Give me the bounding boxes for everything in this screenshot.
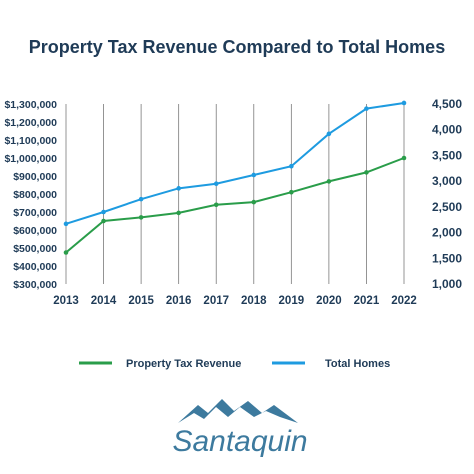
chart-svg: $300,000 $400,000 $500,000 $600,000 $700,000… (4, 97, 462, 370)
x-tick-label: 2014 (91, 295, 117, 307)
logo-text: Santaquin (172, 425, 307, 458)
total-homes-point (138, 196, 144, 202)
left-tick-label: $1,100,000 (4, 135, 57, 147)
total-homes-point (101, 209, 106, 215)
x-tick-label: 2021 (354, 295, 380, 307)
grid-lines (65, 104, 405, 284)
left-tick-label: $1,300,000 (4, 99, 57, 111)
legend: Property Tax Revenue Total Homes (79, 358, 390, 370)
left-tick-label: $400,000 (13, 261, 57, 273)
total-homes-point (364, 106, 369, 111)
legend-label: Total Homes (325, 358, 390, 370)
total-homes-point (63, 221, 69, 227)
property-tax-line (65, 157, 405, 254)
left-tick-label: $500,000 (13, 243, 57, 255)
total-homes-point (213, 181, 219, 187)
right-tick-label: 3,500 (432, 148, 462, 162)
total-homes-line (65, 101, 405, 225)
series-group (63, 100, 407, 255)
legend-label: Property Tax Revenue (126, 358, 241, 370)
x-tick-label: 2015 (128, 295, 154, 307)
property-tax-point (101, 218, 106, 224)
right-tick-label: 1,500 (432, 251, 462, 265)
x-tick-label: 2020 (316, 295, 342, 307)
x-tick-label: 2013 (53, 295, 79, 307)
x-tick-label: 2018 (241, 295, 267, 307)
left-tick-label: $700,000 (13, 207, 57, 219)
property-tax-point (326, 179, 332, 184)
left-tick-label: $300,000 (13, 279, 57, 291)
left-tick-label: $900,000 (13, 171, 57, 183)
left-tick-label: $600,000 (13, 225, 57, 237)
x-tick-label: 2016 (166, 295, 192, 307)
property-tax-point (138, 215, 144, 220)
x-tick-label: 2019 (279, 295, 305, 307)
left-axis: $300,000 $400,000 $500,000 $600,000 $700,000… (4, 99, 57, 291)
x-tick-label: 2022 (391, 295, 417, 307)
left-tick-label: $1,000,000 (4, 153, 57, 165)
property-tax-point (63, 250, 69, 255)
x-tick-label: 2017 (203, 295, 229, 307)
total-homes-point (176, 186, 181, 191)
right-tick-label: 4,000 (432, 123, 462, 137)
right-tick-label: 3,000 (432, 174, 462, 188)
x-axis: 2013 2014 2015 2016 2017 2018 2019 2020 2021 2022 (53, 295, 417, 307)
right-tick-label: 2,500 (432, 200, 462, 214)
mountain-icon (178, 399, 298, 423)
property-tax-point (364, 170, 369, 175)
total-homes-point (289, 163, 294, 169)
left-tick-label: $800,000 (13, 189, 57, 201)
property-tax-point (289, 189, 294, 195)
property-tax-point (401, 155, 407, 161)
santaquin-logo: Santaquin (170, 393, 310, 463)
total-homes-point (401, 100, 407, 106)
total-homes-point (251, 172, 257, 178)
property-tax-point (213, 202, 219, 208)
chart-title: Property Tax Revenue Compared to Total H… (28, 37, 446, 57)
right-tick-label: 4,500 (432, 97, 462, 111)
property-tax-point (251, 199, 257, 205)
left-tick-label: $1,200,000 (4, 117, 57, 129)
total-homes-point (326, 131, 332, 137)
right-tick-label: 1,000 (432, 277, 462, 291)
right-tick-label: 2,000 (432, 226, 462, 240)
property-tax-point (176, 210, 181, 216)
right-axis: 1,000 1,500 2,000 2,500 3,000 3,500 4,000 4,500 (432, 97, 462, 291)
